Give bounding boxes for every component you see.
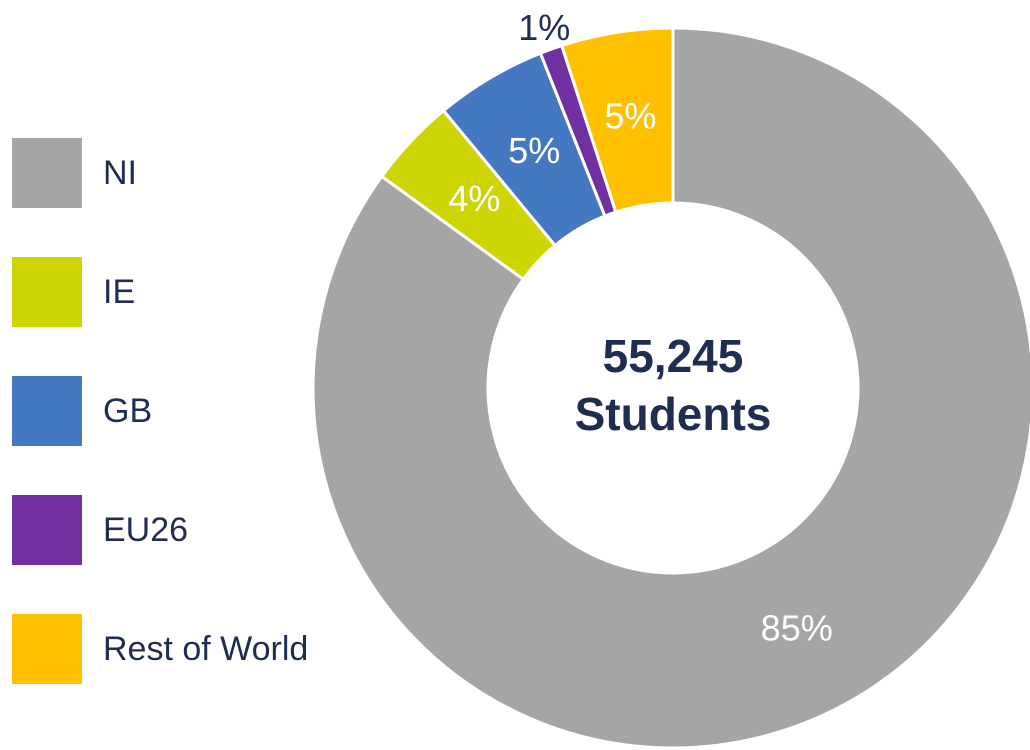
donut-slice [311, 26, 1030, 750]
data-label: 4% [448, 178, 500, 219]
legend-swatch [12, 138, 82, 208]
legend-label: EU26 [103, 511, 188, 549]
data-label: 1% [518, 7, 570, 48]
legend-label: GB [103, 392, 152, 430]
legend-label: Rest of World [103, 630, 308, 668]
legend-swatch [12, 495, 82, 565]
data-label: 85% [761, 607, 833, 648]
center-label: Students [575, 388, 772, 440]
data-label: 5% [508, 130, 560, 171]
legend-swatch [12, 614, 82, 684]
legend-label: IE [103, 273, 135, 311]
donut-slice [559, 26, 675, 214]
legend-label: NI [103, 154, 137, 192]
data-label: 5% [604, 95, 656, 136]
legend-swatch [12, 376, 82, 446]
legend-swatch [12, 257, 82, 327]
center-value: 55,245 [603, 330, 744, 382]
